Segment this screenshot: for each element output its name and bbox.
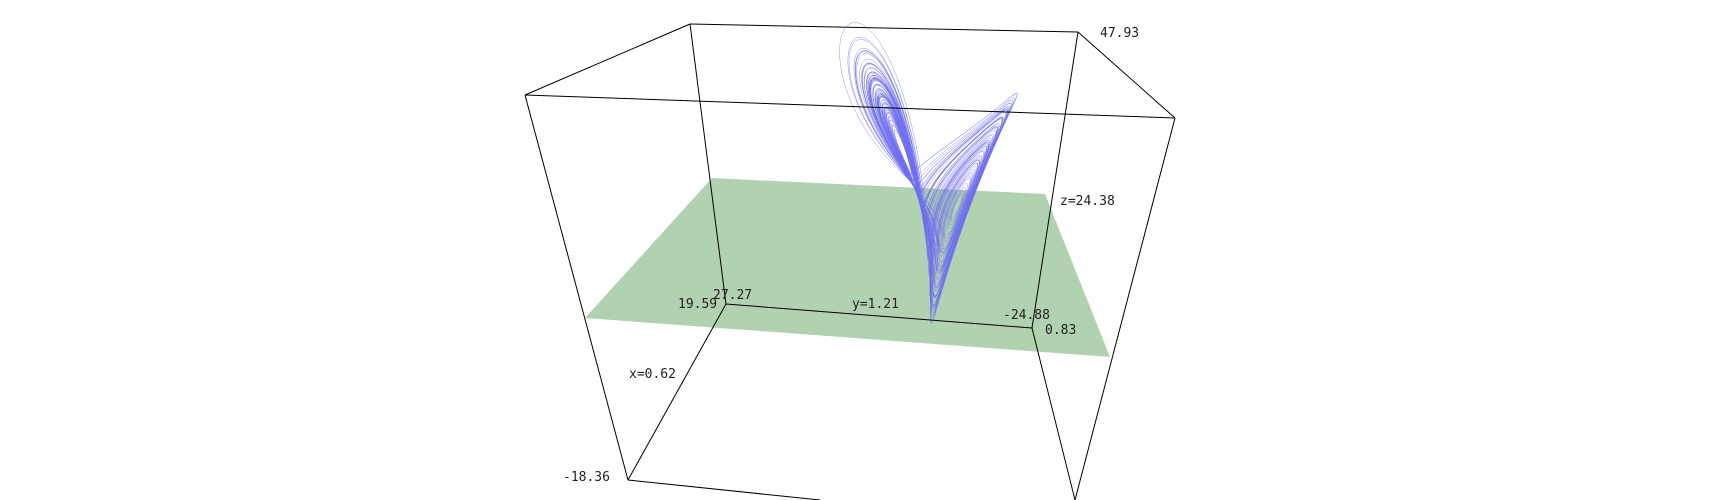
y-plane-label: y=1.21 <box>852 297 899 312</box>
box-edge <box>627 303 727 481</box>
box-edge <box>524 23 691 96</box>
cutting-plane <box>585 178 1110 357</box>
box-edge <box>725 303 1033 329</box>
box-edge <box>689 23 727 305</box>
y-back-label: 27.27 <box>713 288 752 303</box>
z-min-label: -18.36 <box>563 470 610 485</box>
z-max-label: 47.93 <box>1100 26 1139 41</box>
box-edge <box>1031 31 1079 329</box>
z-plane-label: z=24.38 <box>1060 194 1115 209</box>
box-edge <box>524 94 1176 119</box>
bounding-box <box>524 23 1176 500</box>
box-edge <box>1074 117 1176 500</box>
attractor-trajectory <box>839 22 1018 324</box>
box-edge <box>1077 31 1176 119</box>
x-plane-label: x=0.62 <box>629 367 676 382</box>
trajectory-segment <box>855 51 1008 307</box>
trajectory-segment <box>854 50 1003 298</box>
x-front-label: 0.83 <box>1045 323 1076 338</box>
box-edge <box>1031 327 1076 500</box>
box-edge <box>689 23 1079 33</box>
x-back-label: 19.59 <box>678 297 717 312</box>
trajectory-segment <box>861 63 1018 324</box>
box-edge <box>524 94 629 481</box>
box-edge <box>627 479 821 500</box>
y-front-label: -24.88 <box>1003 308 1050 323</box>
